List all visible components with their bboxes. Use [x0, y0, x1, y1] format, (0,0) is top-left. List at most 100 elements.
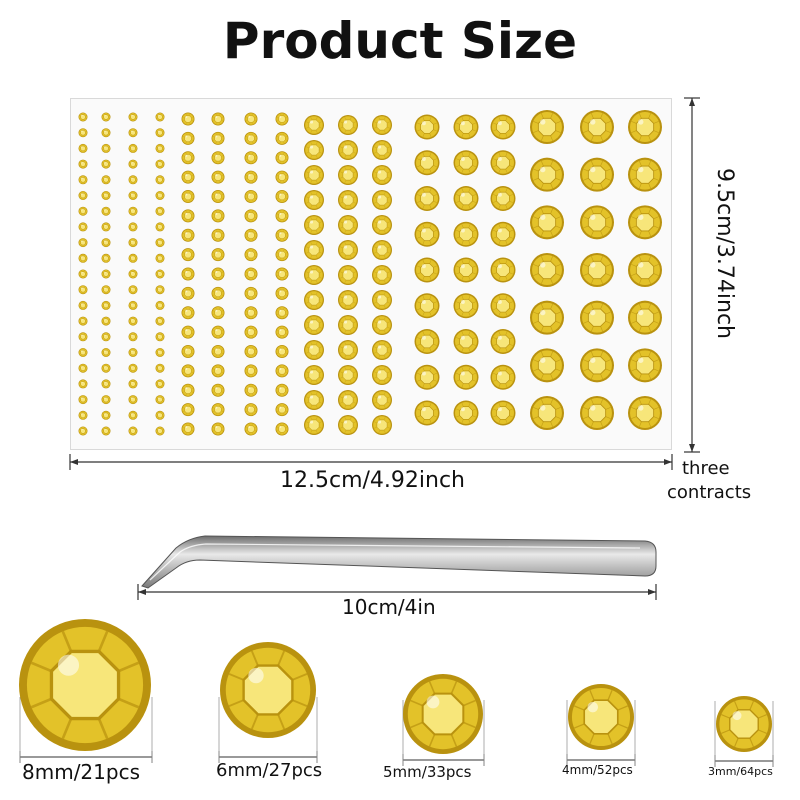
- sheet-gem: [155, 363, 165, 373]
- sheet-gem: [275, 267, 289, 281]
- sheet-gem: [155, 332, 165, 342]
- sheet-gem: [211, 403, 225, 417]
- sheet-gem: [530, 157, 564, 192]
- sheet-gem: [101, 238, 111, 248]
- gem-4mm-icon: [568, 684, 634, 750]
- sheet-gem: [580, 157, 614, 192]
- sheet-gem: [101, 159, 111, 169]
- sheet-gem: [304, 340, 324, 360]
- sheet-gem: [414, 150, 440, 176]
- arrow-left-icon: [138, 589, 146, 595]
- sheet-gem: [338, 215, 358, 235]
- sheet-gem: [304, 115, 324, 135]
- side-note-line2: contracts: [667, 482, 752, 503]
- sheet-gem: [414, 114, 440, 140]
- sheet-gem: [128, 379, 138, 389]
- sheet-gem: [372, 115, 392, 135]
- sheet-gem: [181, 403, 195, 417]
- sheet-gem: [275, 383, 289, 397]
- sheet-gem: [78, 316, 88, 326]
- sheet-gem: [414, 186, 440, 211]
- sheet-gem: [244, 170, 258, 184]
- sheet-gem: [244, 383, 258, 397]
- sheet-gem: [275, 228, 289, 242]
- sheet-gem: [304, 290, 324, 310]
- sheet-gem: [275, 190, 289, 203]
- sheet-gem: [275, 422, 289, 436]
- sheet-gem: [453, 400, 479, 426]
- sheet-gem: [78, 159, 88, 169]
- sheet-gem: [338, 365, 358, 385]
- sheet-gem: [530, 253, 564, 287]
- gem-6mm-icon: [220, 642, 316, 738]
- sheet-gem: [244, 345, 258, 358]
- sheet-gem: [372, 290, 392, 310]
- sheet-gem: [211, 248, 225, 262]
- sheet-gem: [275, 112, 289, 126]
- sheet-gem: [211, 306, 225, 320]
- sheet-gem: [628, 253, 662, 287]
- tweezers-length-label: 10cm/4in: [342, 595, 436, 619]
- sheet-gem: [128, 316, 138, 326]
- sheet-gem: [181, 422, 195, 436]
- sheet-gem: [490, 329, 516, 354]
- sheet-gem: [78, 410, 88, 420]
- sheet-gem: [530, 348, 564, 383]
- size-label-6mm: 6mm/27pcs: [216, 760, 323, 781]
- sheet-gem: [414, 400, 440, 426]
- sheet-gem: [128, 143, 138, 153]
- sheet-gem: [275, 131, 289, 145]
- sheet-gem: [490, 221, 516, 247]
- sheet-gem: [101, 175, 111, 185]
- sheet-gem: [181, 209, 195, 223]
- sheet-gem: [78, 363, 88, 373]
- size-label-8mm: 8mm/21pcs: [22, 760, 140, 784]
- sheet-gem: [453, 114, 479, 140]
- arrow-up-icon: [689, 98, 695, 106]
- sheet-gem: [244, 248, 258, 262]
- sheet-gem: [275, 325, 289, 339]
- side-note-line1: three: [682, 458, 730, 479]
- sheet-gem: [78, 253, 88, 263]
- sheet-gem: [490, 400, 516, 426]
- sheet-gem: [128, 426, 138, 436]
- sheet-gem: [78, 300, 88, 310]
- sheet-gem: [338, 190, 358, 210]
- sheet-gem: [155, 348, 165, 357]
- sheet-gem: [128, 206, 138, 216]
- sheet-gem: [490, 150, 516, 176]
- sheet-gem: [101, 191, 111, 200]
- sheet-gem: [304, 215, 324, 235]
- sheet-gem: [101, 426, 111, 436]
- sheet-gem: [155, 112, 165, 122]
- sheet-gem: [372, 390, 392, 410]
- sheet-gem: [78, 143, 88, 153]
- sheet-gem: [304, 140, 324, 160]
- sheet-gem: [338, 390, 358, 410]
- sheet-gem: [244, 306, 258, 320]
- sheet-gem: [372, 215, 392, 235]
- rhinestone-grid: [78, 110, 662, 436]
- sheet-gem: [211, 325, 225, 339]
- sheet-gem: [453, 329, 479, 354]
- sheet-gem: [580, 300, 614, 335]
- sheet-gem: [490, 186, 516, 211]
- sheet-gem: [101, 285, 111, 295]
- sheet-gem: [155, 128, 165, 138]
- sheet-gem: [628, 396, 662, 430]
- size-label-3mm: 3mm/64pcs: [708, 765, 773, 778]
- sheet-gem: [155, 300, 165, 310]
- sheet-gem: [101, 269, 111, 279]
- sheet-gem: [372, 340, 392, 360]
- sheet-gem: [244, 325, 258, 339]
- sheet-gem: [78, 238, 88, 248]
- sheet-gem: [275, 345, 289, 358]
- size-label-4mm: 4mm/52pcs: [562, 763, 633, 777]
- sheet-gem: [490, 293, 516, 319]
- sheet-gem: [181, 306, 195, 320]
- sheet-gem: [372, 165, 392, 185]
- sheet-gem: [275, 151, 289, 165]
- sheet-gem: [453, 186, 479, 211]
- sheet-gem: [155, 206, 165, 216]
